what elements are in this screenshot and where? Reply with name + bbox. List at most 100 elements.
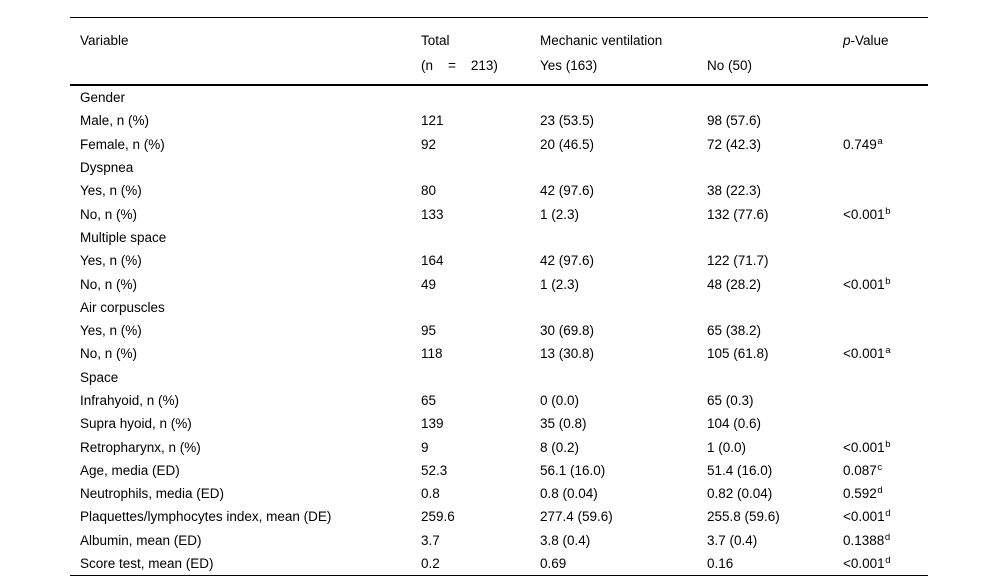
cell-mv-no (707, 226, 843, 249)
cell-mv-no: 255.8 (59.6) (707, 509, 780, 525)
cell-p-value: <0.001d (843, 552, 928, 576)
table-row: Albumin, mean (ED) 3.7 3.8 (0.4) 3.7 (0.4) 0… (70, 529, 928, 552)
cell-mv-no: 1 (0.0) (707, 439, 747, 455)
table-row: No, n (%) 133 1 (2.3) 132 (77.6) <0.001b (70, 202, 928, 225)
cell-mv-no (707, 366, 843, 389)
cell-mv-no: 0.16 (707, 556, 734, 572)
cell-p-value: 0.749a (843, 133, 928, 156)
cell-mv-yes: 13 (30.8) (540, 346, 595, 362)
cell-mv-yes: 42 (97.6) (540, 183, 595, 199)
cell-mv-yes: 1 (2.3) (540, 276, 580, 292)
patient-statistics-table: Variable Total Mechanic ventilation p-Va… (70, 17, 929, 577)
cell-mv-no: 65 (0.3) (707, 393, 754, 408)
table-row: Yes, n (%) 164 42 (97.6) 122 (71.7) (70, 249, 928, 272)
header-mv-no: No (50) (707, 57, 753, 73)
cell-total: 49 (421, 276, 437, 292)
table-row: No, n (%) 118 13 (30.8) 105 (61.8) <0.001a (70, 342, 928, 365)
cell-mv-no: 105 (61.8) (707, 346, 769, 362)
header-p-value: p-Value (843, 18, 928, 51)
cell-total: 92 (421, 136, 437, 152)
cell-mv-yes (540, 366, 707, 389)
cell-p-value: 0.592d (843, 482, 928, 505)
cell-p-value: 0.087c (843, 459, 928, 482)
cell-mv-yes: 30 (69.8) (540, 323, 595, 339)
cell-total: 95 (421, 323, 437, 339)
header-total: Total (421, 33, 450, 48)
cell-mv-yes (540, 85, 707, 109)
p-value-rest: -Value (850, 33, 889, 48)
cell-mv-yes: 277.4 (59.6) (540, 509, 613, 525)
cell-mv-yes: 0.8 (0.04) (540, 486, 598, 502)
cell-variable: Space (80, 369, 119, 385)
cell-p-value (843, 156, 928, 179)
cell-total: 3.7 (421, 532, 440, 548)
cell-mv-yes: 1 (2.3) (540, 206, 580, 222)
cell-total (421, 366, 540, 389)
table-row: Yes, n (%) 95 30 (69.8) 65 (38.2) (70, 319, 928, 342)
cell-total: 121 (421, 113, 444, 129)
cell-mv-no: 38 (22.3) (707, 183, 762, 199)
table-header: Variable Total Mechanic ventilation p-Va… (70, 18, 929, 85)
cell-variable: Male, n (%) (80, 113, 150, 129)
p-value-text: <0.001 (843, 556, 885, 572)
p-value-text: 0.1388 (843, 532, 885, 548)
cell-total (421, 85, 540, 109)
cell-variable: Age, media (ED) (80, 462, 180, 478)
cell-mv-yes (540, 296, 707, 319)
cell-mv-yes: 8 (0.2) (540, 439, 580, 455)
table-row: Yes, n (%) 80 42 (97.6) 38 (22.3) (70, 179, 928, 202)
cell-p-value (843, 296, 928, 319)
cell-total: 0.8 (421, 486, 440, 502)
cell-total: 0.2 (421, 556, 440, 572)
p-value-footnote-marker: a (877, 135, 883, 147)
cell-mv-yes: 42 (97.6) (540, 253, 595, 269)
cell-variable: Score test, mean (ED) (80, 556, 214, 572)
cell-mv-yes: 3.8 (0.4) (540, 532, 591, 548)
cell-total: 9 (421, 439, 429, 455)
p-value-footnote-marker: d (877, 485, 883, 497)
p-value-text: <0.001 (843, 439, 885, 455)
table-row: No, n (%) 49 1 (2.3) 48 (28.2) <0.001b (70, 272, 928, 295)
cell-p-value (843, 319, 928, 342)
cell-variable: Multiple space (80, 229, 167, 245)
header-variable-spacer (70, 50, 421, 85)
cell-mv-no: 104 (0.6) (707, 416, 762, 432)
cell-mv-no: 98 (57.6) (707, 113, 762, 129)
header-row-1: Variable Total Mechanic ventilation p-Va… (70, 18, 928, 51)
table-row: Supra hyoid, n (%) 139 35 (0.8) 104 (0.6) (70, 412, 928, 435)
cell-total: 139 (421, 416, 444, 432)
p-value-footnote-marker: b (885, 275, 891, 287)
cell-variable: No, n (%) (80, 206, 138, 222)
cell-total (421, 296, 540, 319)
cell-mv-no: 0.82 (0.04) (707, 486, 773, 502)
cell-variable: Yes, n (%) (80, 183, 142, 199)
cell-mv-no: 122 (71.7) (707, 253, 769, 269)
cell-variable: Female, n (%) (80, 136, 165, 152)
cell-p-value: 0.1388d (843, 529, 928, 552)
section-row: Air corpuscles (70, 296, 928, 319)
table-row: Neutrophils, media (ED) 0.8 0.8 (0.04) 0.82… (70, 482, 928, 505)
cell-mv-no: 132 (77.6) (707, 206, 769, 222)
table-row: Retropharynx, n (%) 9 8 (0.2) 1 (0.0) <0.001… (70, 435, 928, 458)
cell-variable: Yes, n (%) (80, 253, 142, 269)
cell-p-value (843, 109, 928, 132)
cell-p-value (843, 226, 928, 249)
cell-mv-no (707, 296, 843, 319)
table-row: Score test, mean (ED) 0.2 0.69 0.16 <0.001d (70, 552, 928, 576)
cell-total: 133 (421, 206, 444, 222)
cell-p-value: <0.001b (843, 272, 928, 295)
cell-variable: Retropharynx, n (%) (80, 439, 201, 455)
header-mechanic-ventilation: Mechanic ventilation (540, 33, 663, 48)
cell-variable: Dyspnea (80, 160, 134, 176)
cell-total (421, 226, 540, 249)
cell-total (421, 156, 540, 179)
cell-variable: Plaquettes/lymphocytes index, mean (DE) (80, 509, 332, 525)
cell-total: 164 (421, 253, 444, 269)
cell-variable: No, n (%) (80, 276, 138, 292)
cell-variable: Infrahyoid, n (%) (80, 393, 180, 408)
cell-mv-yes: 0 (0.0) (540, 393, 580, 408)
cell-mv-no: 48 (28.2) (707, 276, 762, 292)
cell-p-value: <0.001b (843, 435, 928, 458)
cell-variable: Albumin, mean (ED) (80, 532, 202, 548)
